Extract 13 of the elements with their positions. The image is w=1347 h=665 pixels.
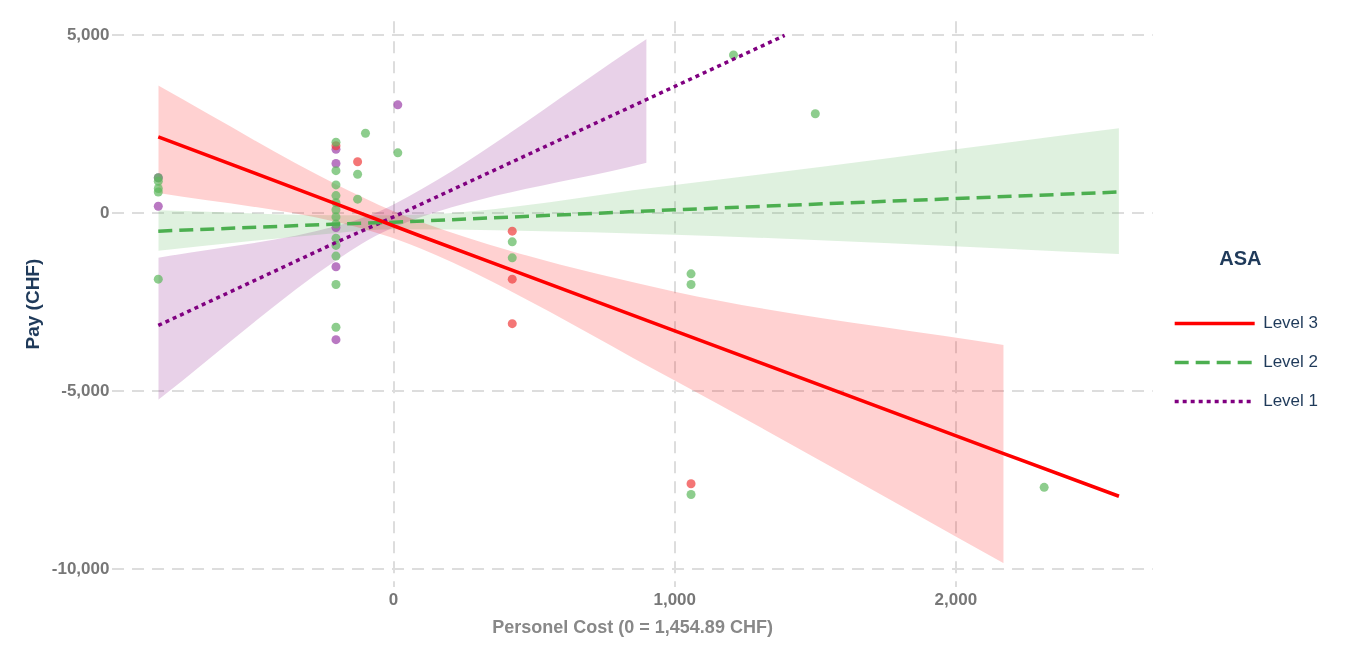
legend-label: Level 2 bbox=[1263, 352, 1319, 372]
x-axis-title: Personel Cost (0 = 1,454.89 CHF) bbox=[492, 617, 773, 638]
x-tick-label: 0 bbox=[388, 589, 399, 609]
y-tick-label: 5,000 bbox=[66, 25, 110, 45]
legend-label: Level 1 bbox=[1263, 391, 1319, 411]
x-tick-label: 2,000 bbox=[934, 589, 978, 609]
y-tick-label: -5,000 bbox=[61, 380, 110, 400]
y-tick-label: -10,000 bbox=[51, 558, 110, 578]
y-tick-label: 0 bbox=[99, 203, 110, 223]
legend-title: ASA bbox=[1219, 246, 1262, 269]
legend-label: Level 3 bbox=[1263, 313, 1319, 333]
x-tick-label: 1,000 bbox=[653, 589, 697, 609]
y-axis-title: Pay (CHF) bbox=[21, 258, 43, 350]
